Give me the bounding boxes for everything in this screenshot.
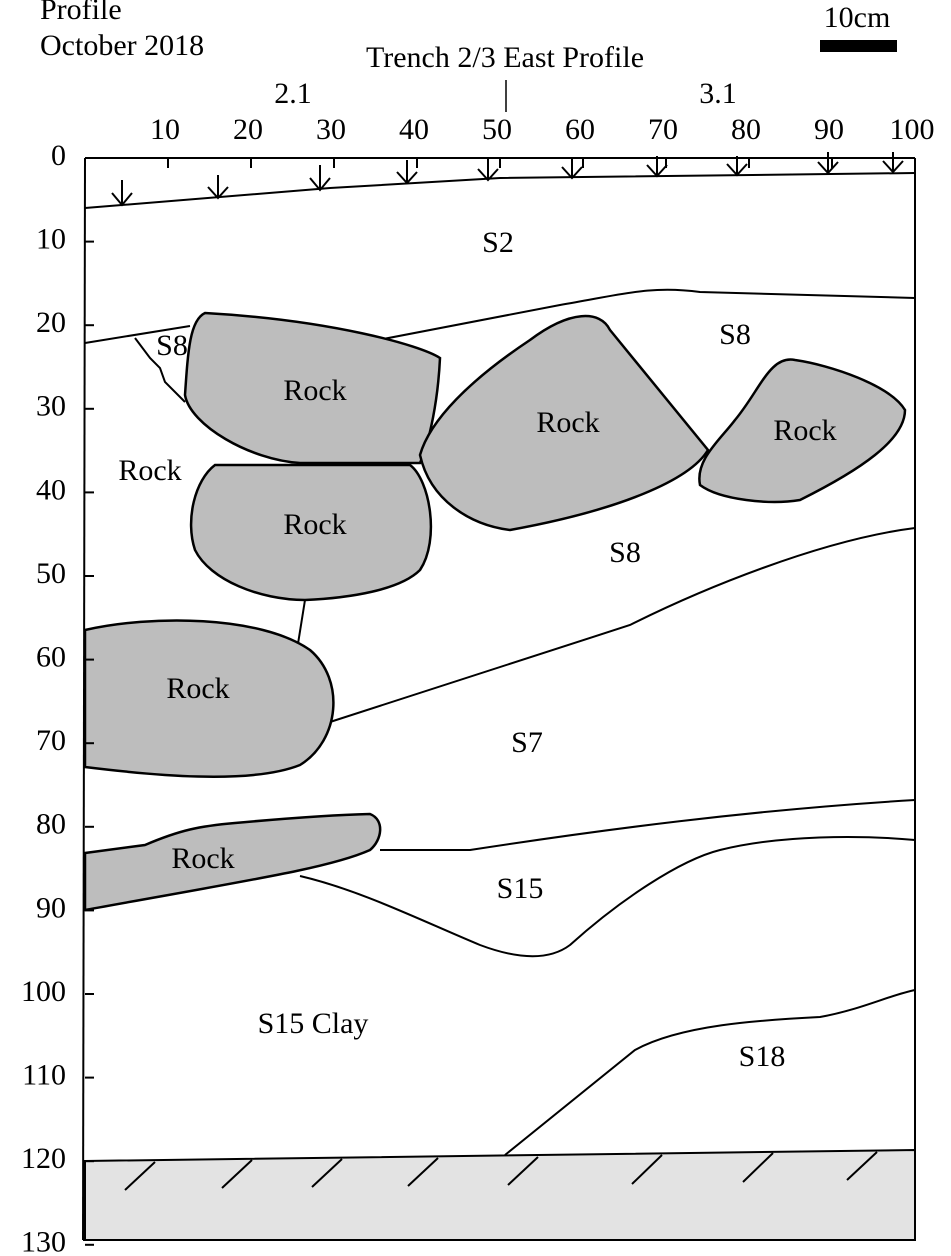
x-tick-label: 20 [233,113,263,146]
rock [698,358,907,504]
ground-surface [84,172,916,209]
rock [83,812,382,912]
rock-label: Rock [118,454,181,487]
x-tick-label: 10 [150,113,180,146]
layer-label: S15 Clay [258,1007,369,1040]
y-tick-label: 100 [21,975,66,1008]
rock [189,463,433,602]
y-tick-label: 30 [36,390,66,423]
y-tick-label: 20 [36,306,66,339]
rock [418,314,710,532]
y-tick-label: 60 [36,640,66,673]
rock-label: Rock [536,406,599,439]
scale-bar [820,40,897,52]
y-tick-label: 50 [36,557,66,590]
x-tick-label: 60 [565,113,595,146]
grid-marker: 3.1 [699,77,737,110]
title-line: Profile [40,0,122,26]
title-line: October 2018 [40,29,204,62]
x-tick-label: 80 [731,113,761,146]
y-tick-label: 130 [21,1226,66,1256]
layer-label: S2 [482,226,514,259]
y-tick-label: 80 [36,808,66,841]
layer-boundaries [84,288,916,1156]
scale-label: 10cm [824,1,891,34]
frame [82,157,916,1241]
y-tick-label: 120 [21,1142,66,1175]
trench-title: Trench 2/3 East Profile [366,41,644,74]
surface-arrows [111,152,904,207]
layer-label: S15 [497,872,544,905]
bedrock [84,1148,916,1241]
rock-label: Rock [283,374,346,407]
layer-label: S8 [156,329,188,362]
layer-label: S18 [739,1040,786,1073]
y-tick-label: 70 [36,724,66,757]
x-tick-label: 90 [814,113,844,146]
rock-label: Rock [773,414,836,447]
y-tick-label: 10 [36,222,66,255]
x-tick-label: 100 [890,113,935,146]
x-tick-label: 30 [316,113,346,146]
x-tick-label: 70 [648,113,678,146]
rock-label: Rock [171,842,234,875]
y-tick-label: 110 [22,1058,66,1091]
y-tick-label: 90 [36,891,66,924]
grid-marker: 2.1 [274,77,312,110]
layer-label: S7 [511,726,543,759]
rock [83,619,335,778]
rock-label: Rock [283,508,346,541]
layer-label: S8 [719,318,751,351]
bedrock-hatch [124,1151,878,1191]
x-tick-label: 40 [399,113,429,146]
x-tick-label: 50 [482,113,512,146]
rock-label: Rock [166,672,229,705]
y-tick-label: 0 [51,139,66,172]
layer-label: S8 [609,536,641,569]
y-tick-label: 40 [36,473,66,506]
